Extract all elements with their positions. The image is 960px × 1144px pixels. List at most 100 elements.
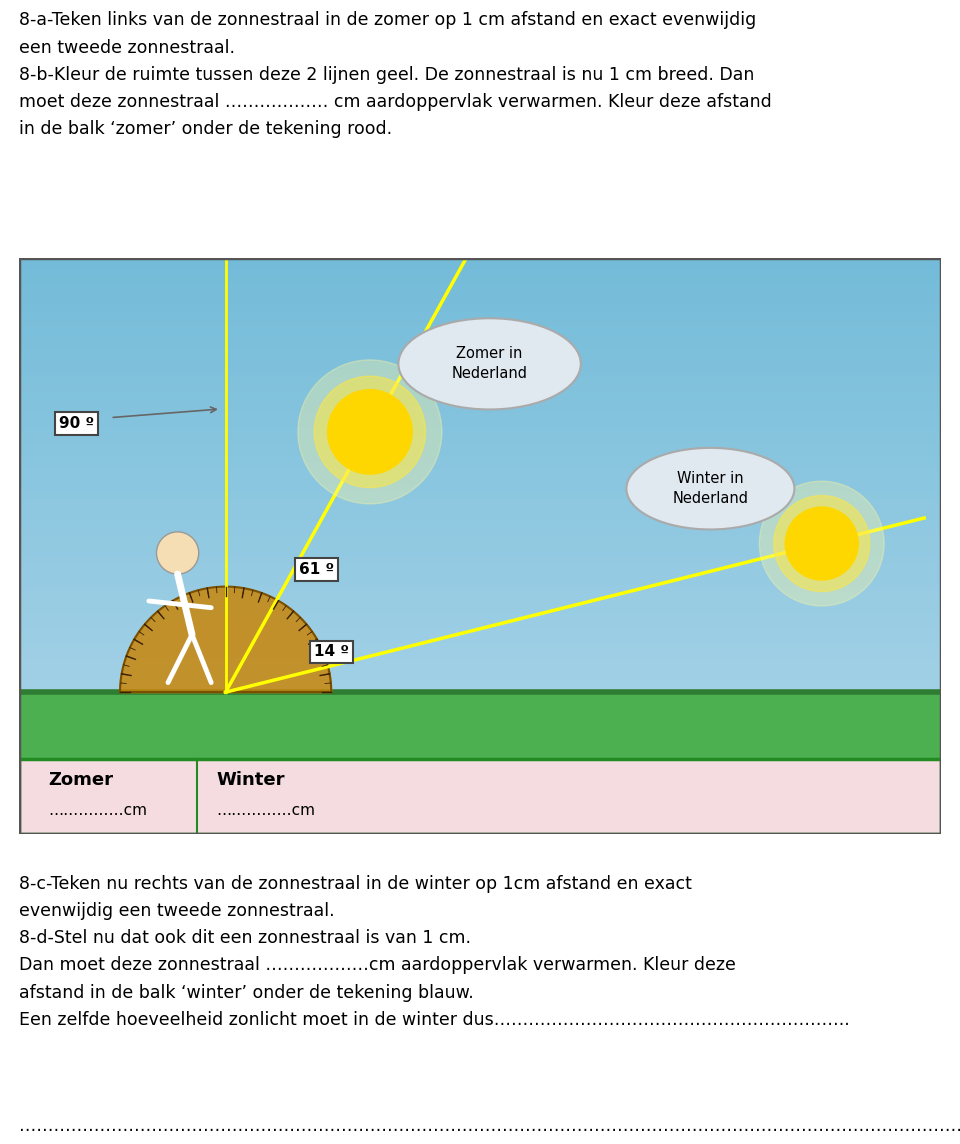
Bar [19, 370, 941, 378]
Bar [19, 319, 941, 327]
Bar [19, 406, 941, 414]
Bar [19, 722, 941, 731]
Bar [19, 760, 941, 834]
Bar [19, 614, 941, 622]
Bar [19, 312, 941, 320]
Bar [19, 599, 941, 609]
Bar [19, 658, 941, 666]
Bar [19, 197, 941, 205]
Bar [19, 557, 941, 565]
Bar [19, 212, 941, 220]
Bar [19, 284, 941, 292]
Bar [19, 708, 941, 716]
Bar [19, 730, 941, 738]
Bar [19, 535, 941, 543]
Bar [19, 240, 941, 248]
Circle shape [759, 482, 884, 606]
Bar [19, 492, 941, 500]
Bar [19, 665, 941, 673]
Bar [19, 420, 941, 428]
Bar [19, 485, 941, 493]
Bar [19, 190, 941, 198]
Bar [19, 752, 941, 760]
Bar [19, 376, 941, 386]
Bar [19, 219, 941, 227]
Circle shape [785, 507, 858, 580]
Bar [19, 693, 941, 701]
Bar [19, 204, 941, 212]
Bar [19, 291, 941, 299]
Circle shape [156, 532, 199, 574]
Bar [19, 564, 941, 572]
Bar [19, 448, 941, 456]
Bar [19, 348, 941, 356]
Bar [19, 254, 941, 263]
Bar [19, 356, 941, 364]
Bar [19, 427, 941, 436]
Bar [19, 672, 941, 681]
Circle shape [327, 390, 412, 474]
Bar [19, 651, 941, 659]
Text: 61 º: 61 º [300, 562, 334, 577]
Bar [19, 391, 941, 399]
Bar [19, 629, 941, 637]
Bar [19, 701, 941, 709]
Bar [19, 529, 941, 537]
Text: Winter in
Nederland: Winter in Nederland [672, 471, 749, 506]
Bar [19, 470, 941, 478]
Bar [19, 499, 941, 508]
Text: ………………………………………………………………………………………………………………………………………………………………: …………………………………………………………………………………………………………… [19, 1117, 960, 1135]
Bar [19, 247, 941, 255]
Bar [19, 680, 941, 688]
Bar [19, 571, 941, 579]
Ellipse shape [626, 447, 795, 530]
Text: ……………cm: ……………cm [216, 803, 315, 818]
Bar [19, 521, 941, 529]
Bar [19, 276, 941, 284]
Text: Zomer: Zomer [48, 771, 113, 789]
Bar [19, 326, 941, 334]
Text: Zomer in
Nederland: Zomer in Nederland [451, 347, 528, 381]
Bar [19, 304, 941, 313]
Bar [19, 507, 941, 515]
Bar [19, 398, 941, 406]
Text: ……………cm: ……………cm [48, 803, 147, 818]
Bar [19, 225, 941, 233]
Bar [19, 463, 941, 471]
Text: 14 º: 14 º [314, 644, 348, 659]
Circle shape [774, 495, 870, 591]
Bar [19, 586, 941, 594]
Bar [19, 334, 941, 342]
Bar [19, 686, 941, 694]
Bar [19, 542, 941, 550]
Bar [19, 384, 941, 392]
Bar [19, 182, 941, 191]
Bar [19, 442, 941, 450]
Circle shape [298, 360, 442, 503]
Bar [19, 744, 941, 753]
Bar [19, 269, 941, 277]
Bar [19, 692, 941, 760]
Bar [19, 363, 941, 371]
Bar [19, 636, 941, 644]
Bar [19, 643, 941, 651]
Text: 8-a-Teken links van de zonnestraal in de zomer op 1 cm afstand en exact evenwijd: 8-a-Teken links van de zonnestraal in de… [19, 11, 772, 137]
Bar [19, 579, 941, 587]
Text: 90 º: 90 º [60, 416, 94, 431]
Bar [19, 456, 941, 464]
Circle shape [314, 376, 425, 487]
Bar [19, 233, 941, 241]
Bar [19, 478, 941, 486]
Bar [19, 297, 941, 305]
Text: Winter: Winter [216, 771, 284, 789]
Bar [19, 435, 941, 443]
Bar [19, 262, 941, 270]
Bar [19, 607, 941, 615]
Bar [19, 621, 941, 630]
Bar [19, 737, 941, 745]
Bar [19, 514, 941, 522]
Bar [19, 341, 941, 349]
Bar [19, 715, 941, 723]
Bar [19, 413, 941, 421]
Bar [19, 549, 941, 558]
